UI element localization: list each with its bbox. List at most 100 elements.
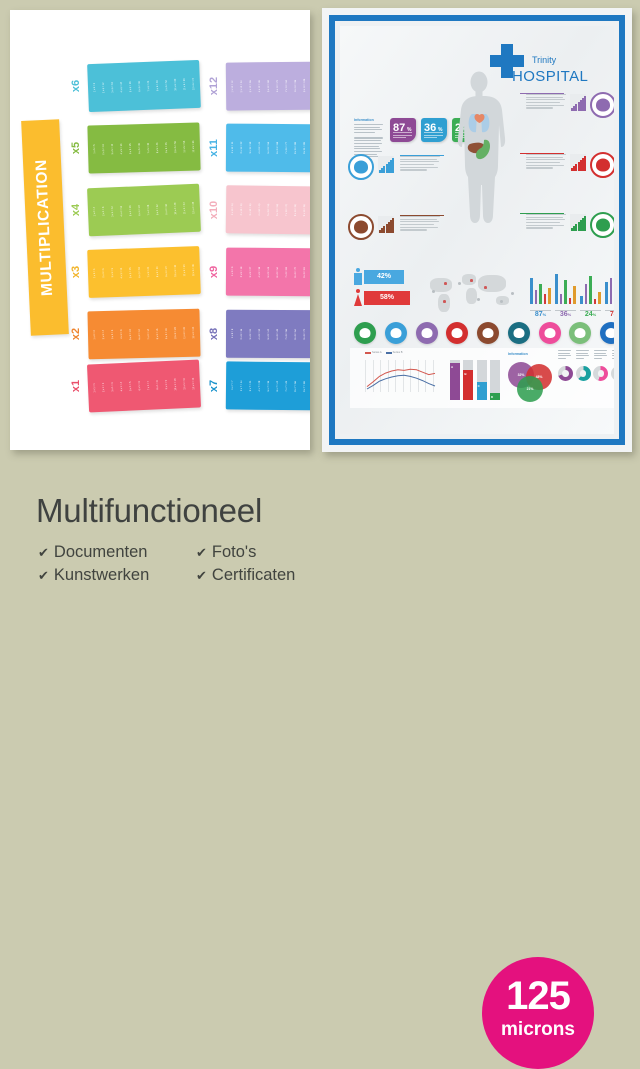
table-cell: 4 x 11 = 44 <box>257 141 261 154</box>
stomach-icon[interactable] <box>590 212 614 238</box>
donut-caption <box>594 350 608 361</box>
multiplication-banner-label: MULTIPLICATION <box>32 158 57 297</box>
table-cell: 3 x 11 = 33 <box>248 141 252 154</box>
stat-badge-87[interactable]: 87% <box>390 118 416 142</box>
table-label-x1: x1 <box>70 379 82 393</box>
female-icon <box>354 289 362 306</box>
lungs-icon[interactable] <box>384 322 407 344</box>
table-cell: 12 x 6 = 72 <box>191 78 195 91</box>
table-cell: 6 x 6 = 36 <box>137 80 142 92</box>
table-cell: 3 x 6 = 18 <box>110 81 115 93</box>
badge-percent: % <box>407 127 412 133</box>
bar-label: B <box>464 372 467 377</box>
sleep-icon[interactable] <box>569 322 592 344</box>
table-card-x9: 1 x 9 = 9 2 x 9 = 18 3 x 9 = 27 4 x 9 = 36 5… <box>225 247 310 297</box>
table-card-x11: 1 x 11 = 11 2 x 11 = 22 3 x 11 = 33 4 x 11 … <box>225 123 310 173</box>
donut-chart <box>610 366 614 381</box>
multiplication-banner: MULTIPLICATION <box>21 119 69 336</box>
table-cell: 6 x 9 = 54 <box>275 266 279 278</box>
table-cell: 6 x 4 = 24 <box>137 204 142 216</box>
table-cell: 1 x 4 = 4 <box>92 207 97 217</box>
table-card-x1: 1 x 1 = 1 2 x 1 = 2 3 x 1 = 3 4 x 1 = 4 5 x … <box>86 359 202 413</box>
heart-icon[interactable] <box>590 152 614 178</box>
bar-column: D <box>489 360 500 400</box>
table-cell: 9 x 3 = 27 <box>164 265 168 277</box>
bar-column: A <box>450 360 460 400</box>
multiplication-poster[interactable]: MULTIPLICATION x6 1 x 6 = 6 2 x 6 = 12 3 x … <box>10 10 310 450</box>
callout-leader-line <box>520 153 564 154</box>
table-cell: 10 x 4 = 40 <box>173 202 178 215</box>
callout-leader-line <box>520 93 564 94</box>
table-cell: 2 x 10 = 20 <box>239 203 243 216</box>
mini-bar-chart <box>570 154 587 171</box>
donut-chart <box>558 366 573 381</box>
table-cell: 4 x 5 = 20 <box>119 143 123 154</box>
table-cell: 5 x 4 = 20 <box>128 205 133 216</box>
gender-row-female-icon: 58% <box>354 289 416 306</box>
table-cell: 3 x 8 = 24 <box>248 328 252 340</box>
poster-inner: Trinity HOSPITAL Information 87%36%24% <box>340 26 614 434</box>
table-cell: 11 x 2 = 22 <box>182 327 186 339</box>
table-cell: 2 x 8 = 16 <box>239 328 243 340</box>
feature-label: Documenten <box>53 543 148 561</box>
table-cell: 1 x 8 = 8 <box>230 329 234 339</box>
stomach-icon[interactable] <box>354 322 376 344</box>
badge-percent: % <box>438 127 443 133</box>
table-cell: 7 x 11 = 77 <box>284 142 288 154</box>
table-cell: 9 x 12 = 108 <box>302 79 306 93</box>
heart-icon[interactable] <box>538 322 561 344</box>
medical-cross-icon <box>490 44 524 78</box>
table-cell: 7 x 10 = 70 <box>284 204 288 217</box>
apple-icon[interactable] <box>600 322 614 344</box>
table-cell: 6 x 10 = 60 <box>275 203 279 216</box>
table-cell: 1 x 12 = 12 <box>230 80 234 93</box>
table-cell: 9 x 8 = 72 <box>302 328 306 340</box>
table-cell: 2 x 1 = 2 <box>101 383 106 393</box>
stat-badge-36[interactable]: 36% <box>421 118 447 142</box>
organ-callout-text <box>526 154 568 170</box>
legend-item: Series B <box>385 351 402 354</box>
table-cell: 1 x 10 = 10 <box>230 203 234 216</box>
stat-bar-value: 24% <box>584 311 597 318</box>
legend-item: Series A <box>365 351 382 354</box>
table-cell: 2 x 4 = 8 <box>101 207 106 217</box>
brain-icon[interactable] <box>415 322 438 344</box>
table-cell: 1 x 5 = 5 <box>92 144 96 155</box>
hospital-brand: Trinity <box>532 55 557 65</box>
feature-column-left: ✔ Documenten ✔ Kunstwerken <box>38 543 196 589</box>
heart-organ-icon[interactable] <box>446 322 469 344</box>
microns-unit: microns <box>501 1019 575 1040</box>
health-icon-row <box>354 322 614 344</box>
table-cell: 3 x 10 = 30 <box>248 203 252 216</box>
brain-icon[interactable] <box>590 92 614 118</box>
table-cell: 11 x 6 = 66 <box>182 78 186 91</box>
liver-icon[interactable] <box>348 214 374 240</box>
liver-icon[interactable] <box>477 322 499 344</box>
gender-stats: 42% 58% <box>354 268 416 310</box>
table-cell: 12 x 5 = 60 <box>191 140 195 153</box>
table-cell: 4 x 7 = 28 <box>257 380 261 392</box>
table-cell: 5 x 11 = 55 <box>266 142 270 154</box>
page-title: Multifunctioneel <box>36 492 263 529</box>
table-cell: 4 x 1 = 4 <box>119 382 124 392</box>
table-cell: 8 x 2 = 16 <box>155 328 159 339</box>
table-label-x4: x4 <box>70 203 82 217</box>
microns-number: 125 <box>506 974 571 1018</box>
table-cell: 2 x 7 = 14 <box>239 380 243 391</box>
table-cell: 11 x 1 = 11 <box>182 378 187 390</box>
hospital-infographic-poster[interactable]: Trinity HOSPITAL Information 87%36%24% <box>322 8 632 452</box>
tooth-icon[interactable] <box>507 322 530 344</box>
lungs-icon[interactable] <box>348 154 374 180</box>
table-cell: 8 x 10 = 80 <box>293 204 297 217</box>
table-cell: 12 x 4 = 48 <box>191 201 196 214</box>
mini-bar-chart <box>378 216 395 233</box>
human-body-silhouette <box>448 70 510 240</box>
table-cell: 12 x 1 = 12 <box>191 377 196 390</box>
table-cell: 8 x 4 = 32 <box>155 204 160 215</box>
table-cell: 8 x 5 = 40 <box>155 142 159 153</box>
table-cell: 9 x 9 = 81 <box>302 266 306 278</box>
donut-captions <box>558 350 614 361</box>
table-cell: 5 x 9 = 45 <box>266 266 270 278</box>
table-card-x5: 1 x 5 = 5 2 x 5 = 10 3 x 5 = 15 4 x 5 = 20 5… <box>87 122 201 174</box>
body-svg <box>457 71 506 223</box>
